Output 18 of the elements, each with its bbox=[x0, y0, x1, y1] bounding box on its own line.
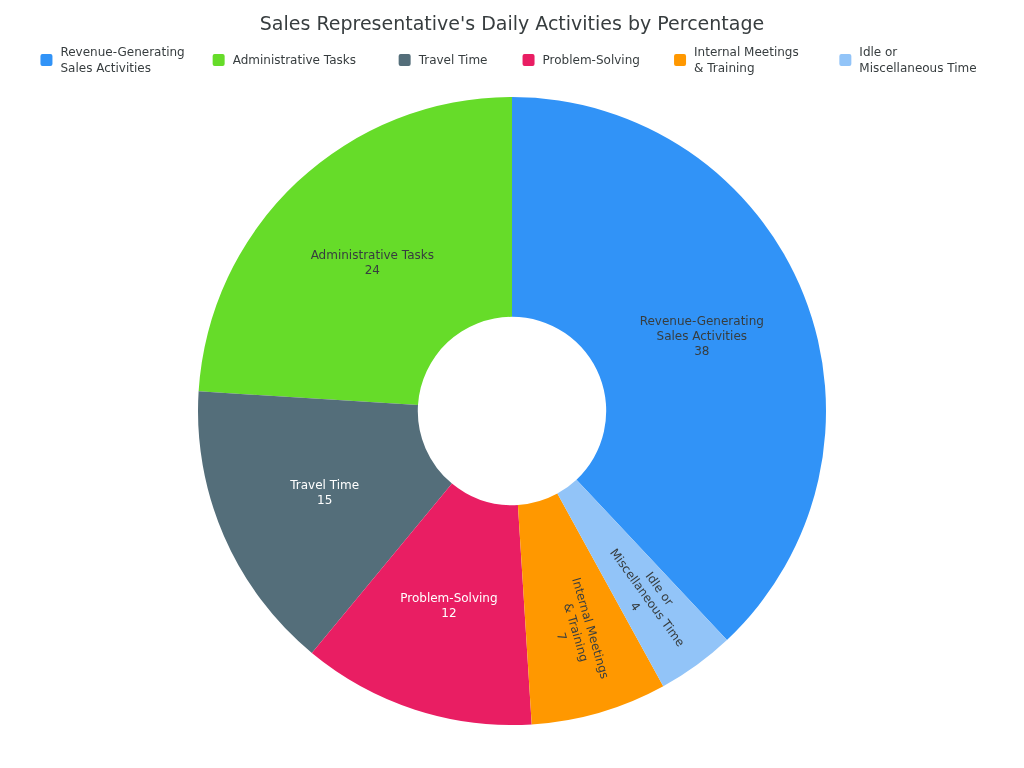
slice-label: Administrative Tasks bbox=[310, 247, 434, 262]
donut-slice bbox=[557, 479, 727, 687]
data-label: 24 bbox=[364, 262, 380, 277]
legend-label: Administrative Tasks bbox=[232, 53, 356, 68]
donut-slice bbox=[198, 97, 512, 406]
slice-label: Problem-Solving bbox=[400, 590, 498, 605]
legend-label: Idle or Miscellaneous Time bbox=[859, 45, 977, 76]
data-label: 12 bbox=[441, 605, 457, 620]
slice-label: Travel Time bbox=[289, 477, 360, 492]
data-label: 7 bbox=[553, 630, 570, 643]
legend-label: Travel Time bbox=[417, 53, 488, 68]
data-label: 38 bbox=[694, 344, 710, 359]
legend-label: Internal Meetings & Training bbox=[694, 45, 799, 76]
data-label: 15 bbox=[317, 492, 333, 507]
slice-label: Revenue-Generating Sales Activities bbox=[639, 314, 764, 344]
legend-label: Revenue-Generating Sales Activities bbox=[60, 45, 185, 76]
chart-title: Sales Representative's Daily Activities by Percentage bbox=[259, 12, 765, 34]
legend-label: Problem-Solving bbox=[542, 53, 640, 68]
